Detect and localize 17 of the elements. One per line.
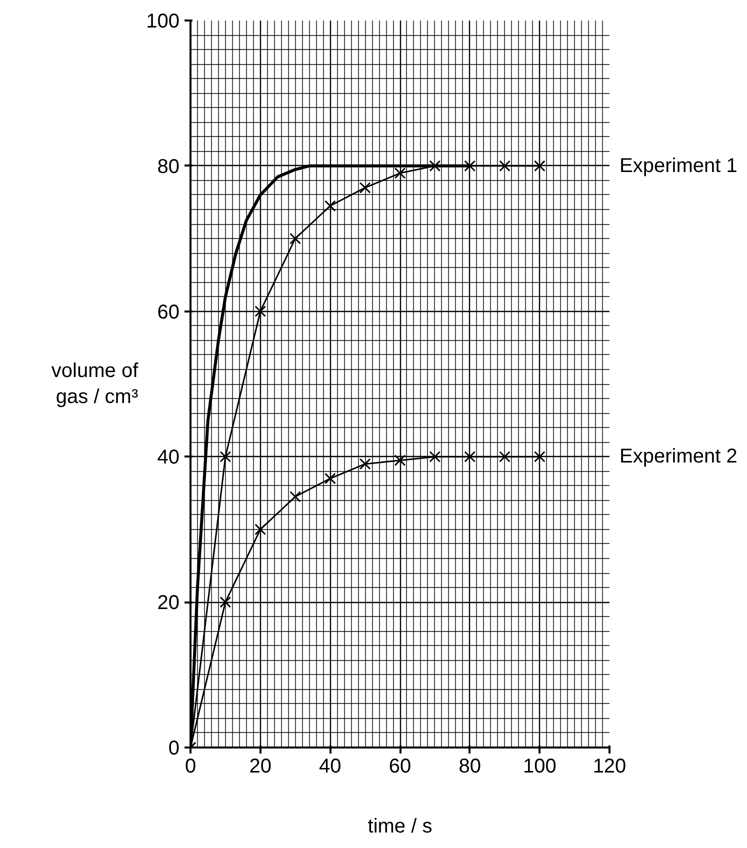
x-tick-label: 0 [184, 756, 196, 778]
x-tick-label: 40 [319, 756, 342, 778]
y-tick-label: 100 [146, 10, 180, 32]
x-tick-label: 100 [522, 756, 556, 778]
text: Experiment 1 [620, 154, 738, 177]
y-tick-label: 0 [168, 738, 180, 760]
x-tick-label: 60 [388, 756, 412, 778]
y-tick-label: 20 [157, 592, 180, 614]
y-tick-label: 80 [157, 156, 180, 178]
x-tick-label: 20 [249, 756, 272, 778]
x-tick-label: 80 [458, 756, 481, 778]
y-axis-title: volume of gas / cm³ [51, 360, 139, 408]
text: Experiment 2 [620, 446, 738, 468]
y-tick-label: 60 [157, 301, 180, 324]
x-tick-label: 120 [592, 756, 626, 778]
x-axis-title: time / s [368, 816, 432, 838]
y-tick-label: 40 [157, 446, 180, 469]
